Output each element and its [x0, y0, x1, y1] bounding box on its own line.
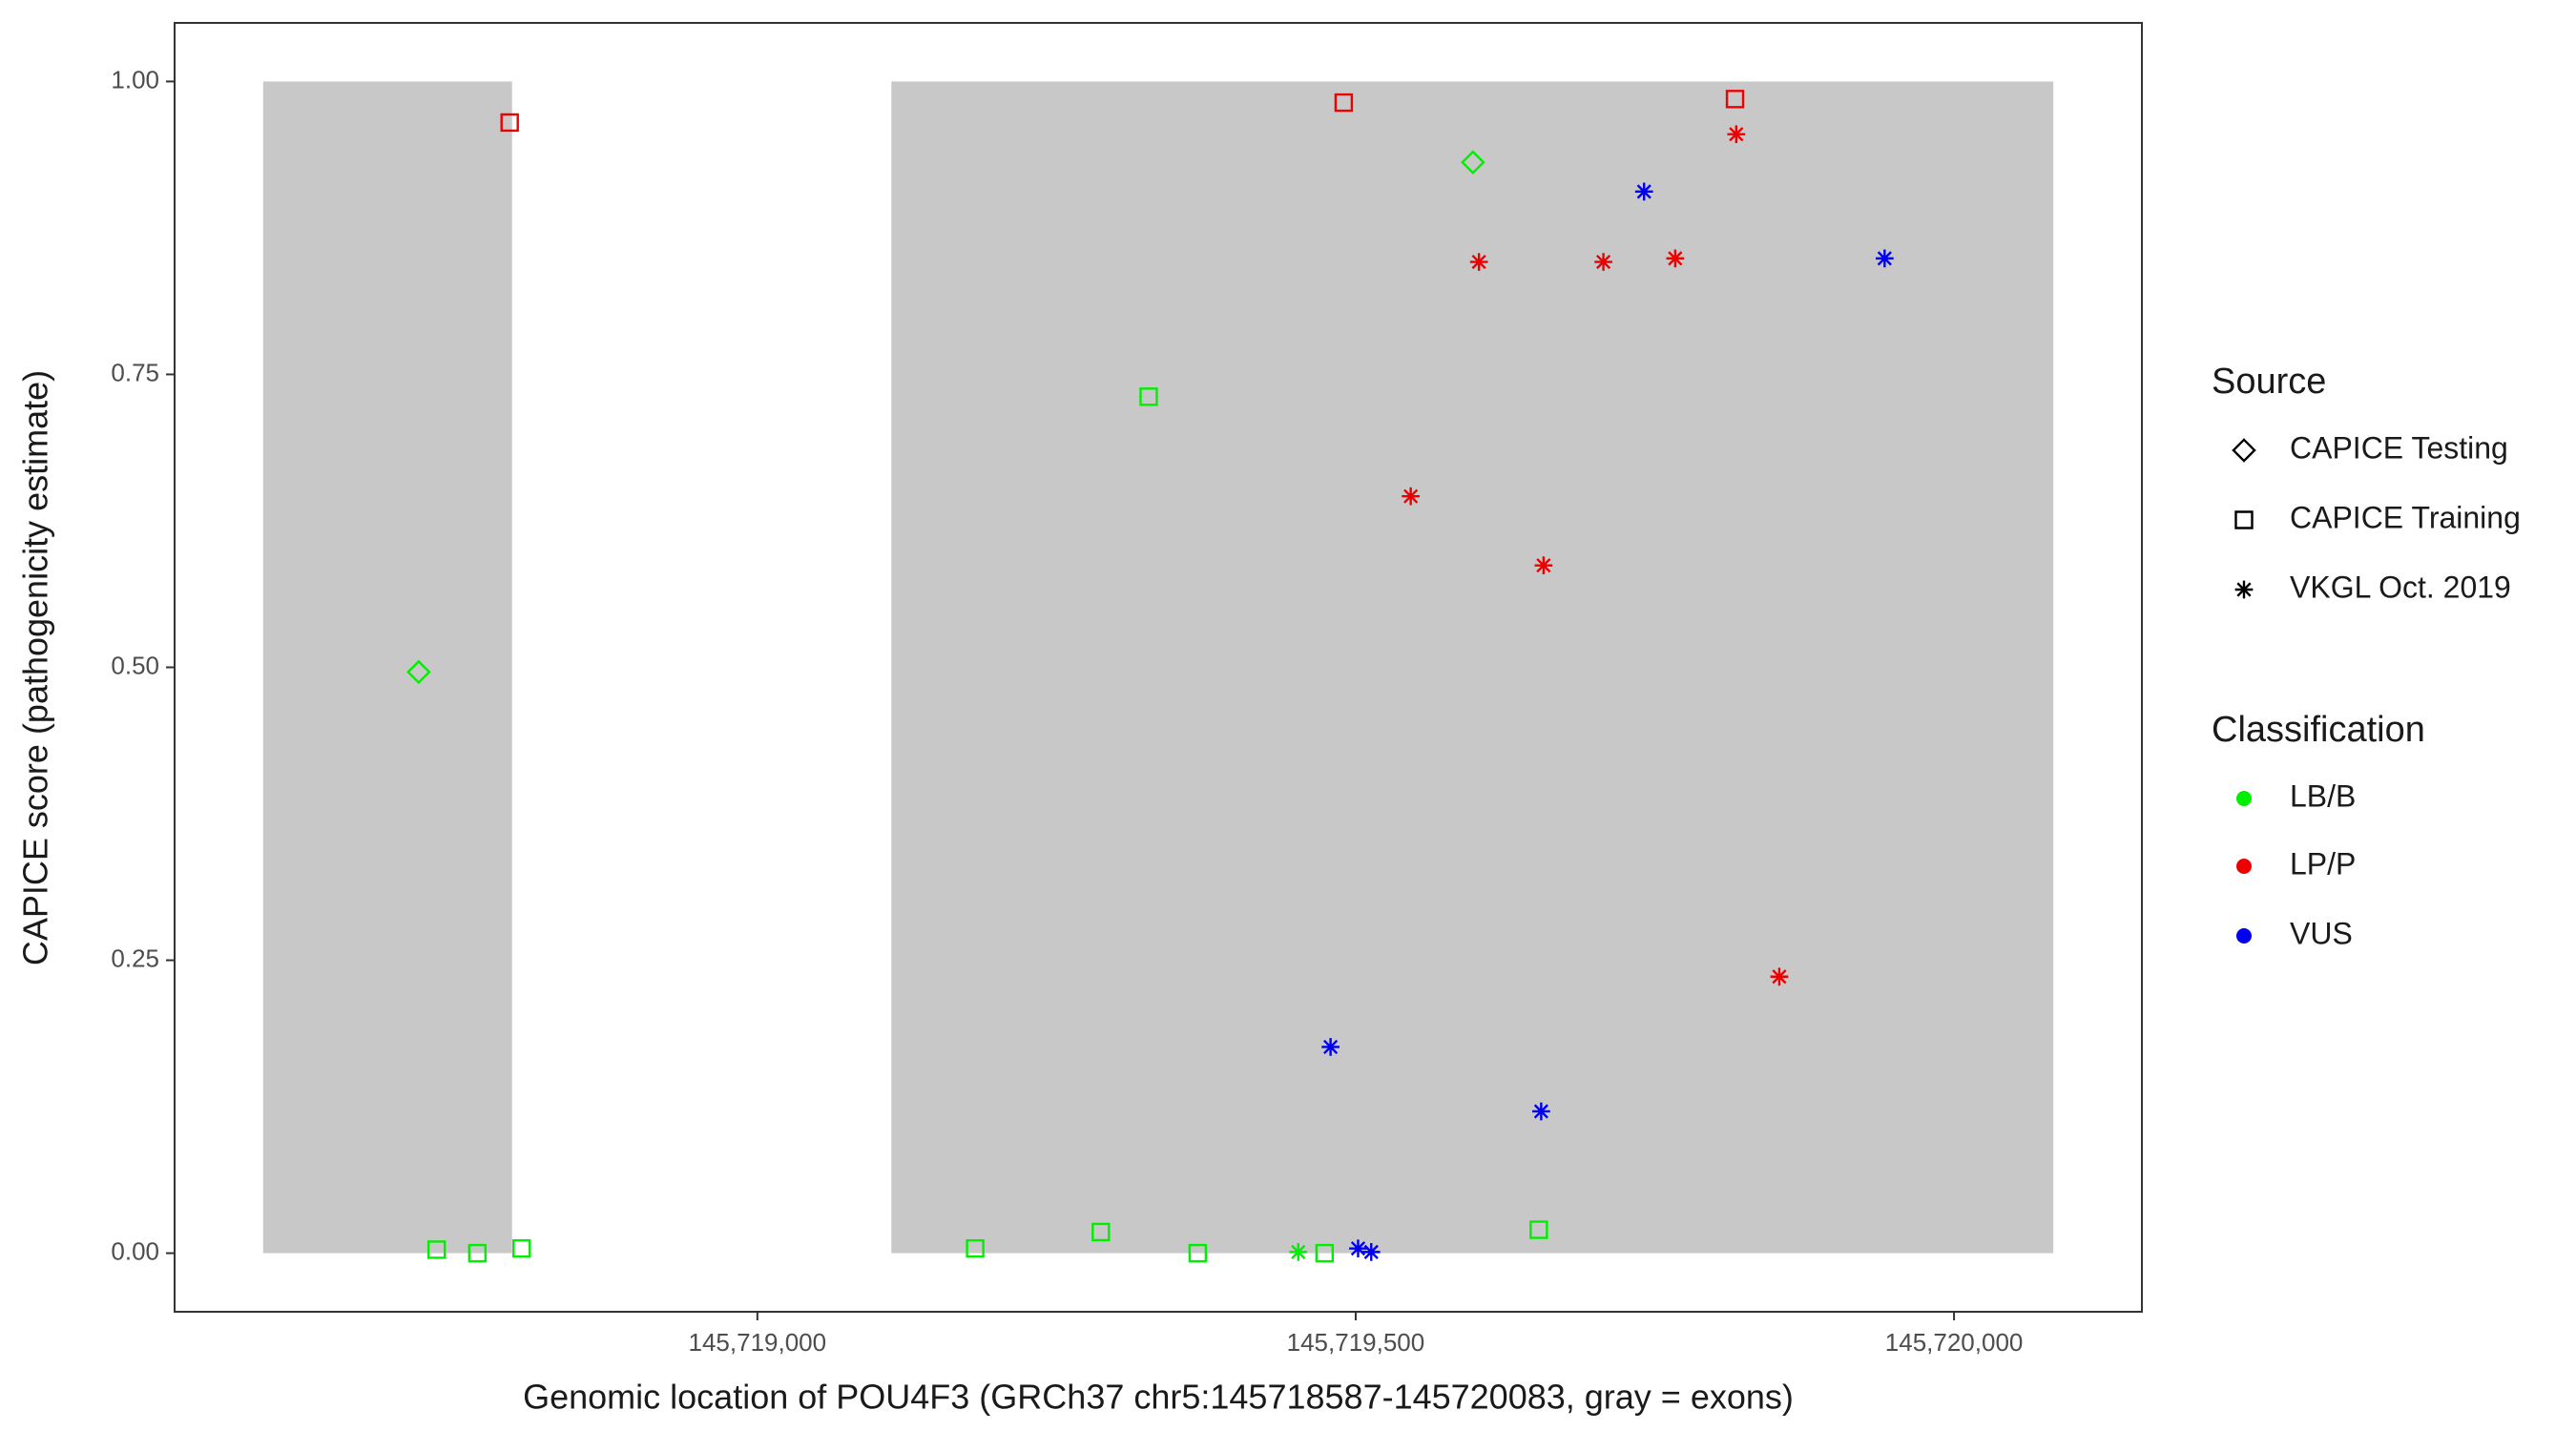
legend-symbol: [2236, 859, 2252, 874]
point: [1402, 487, 1420, 506]
point: [1188, 1243, 1208, 1263]
point: [1727, 125, 1746, 144]
legend-title: Source: [2212, 362, 2326, 402]
point: [1875, 249, 1894, 268]
legend-symbol: [2236, 791, 2252, 806]
y-axis-title: CAPICE score (pathogenicity estimate): [16, 370, 55, 965]
x-axis-title: Genomic location of POU4F3 (GRCh37 chr5:…: [523, 1378, 1794, 1417]
exon: [262, 81, 512, 1254]
point: [1534, 556, 1553, 574]
legend-entry: LB/B: [2290, 778, 2356, 813]
point: [966, 1238, 985, 1258]
point: [1349, 1239, 1367, 1258]
x-tick-label: 145,720,000: [1885, 1328, 2024, 1357]
point: [1770, 967, 1789, 986]
point: [1469, 253, 1488, 271]
point: [1532, 1102, 1550, 1121]
point: [467, 1243, 488, 1263]
point: [512, 1238, 531, 1258]
y-tick-label: 0.50: [111, 651, 159, 679]
point: [1289, 1243, 1308, 1261]
legend-entry: CAPICE Testing: [2290, 430, 2508, 465]
x-tick-label: 145,719,000: [689, 1328, 827, 1357]
point: [500, 113, 519, 133]
legend-entry: LP/P: [2290, 846, 2356, 881]
point: [1594, 253, 1612, 271]
point: [406, 659, 431, 685]
y-tick-label: 0.25: [111, 944, 159, 972]
legend-title: Classification: [2212, 710, 2425, 750]
y-tick-label: 0.00: [111, 1236, 159, 1265]
legend-symbol: [2234, 510, 2254, 529]
y-tick-label: 1.00: [111, 65, 159, 93]
point: [1666, 249, 1685, 268]
point: [426, 1240, 447, 1259]
point: [1091, 1222, 1111, 1242]
point: [1139, 387, 1158, 406]
y-tick-label: 0.75: [111, 358, 159, 386]
legend-symbol: [2232, 438, 2256, 463]
point: [1315, 1243, 1335, 1263]
point: [1334, 93, 1354, 113]
exon: [891, 81, 2054, 1254]
point: [1634, 182, 1653, 201]
point: [1529, 1220, 1548, 1239]
plot-border: [174, 22, 2143, 1313]
point: [1461, 150, 1485, 175]
legend-entry: VUS: [2290, 916, 2353, 950]
point: [1361, 1243, 1381, 1261]
legend-entry: VKGL Oct. 2019: [2290, 570, 2511, 604]
legend-entry: CAPICE Training: [2290, 500, 2521, 534]
legend-symbol: [2236, 928, 2252, 944]
point: [1725, 90, 1745, 109]
point: [1321, 1038, 1340, 1056]
legend-symbol: [2234, 580, 2254, 599]
x-tick-label: 145,719,500: [1287, 1328, 1425, 1357]
